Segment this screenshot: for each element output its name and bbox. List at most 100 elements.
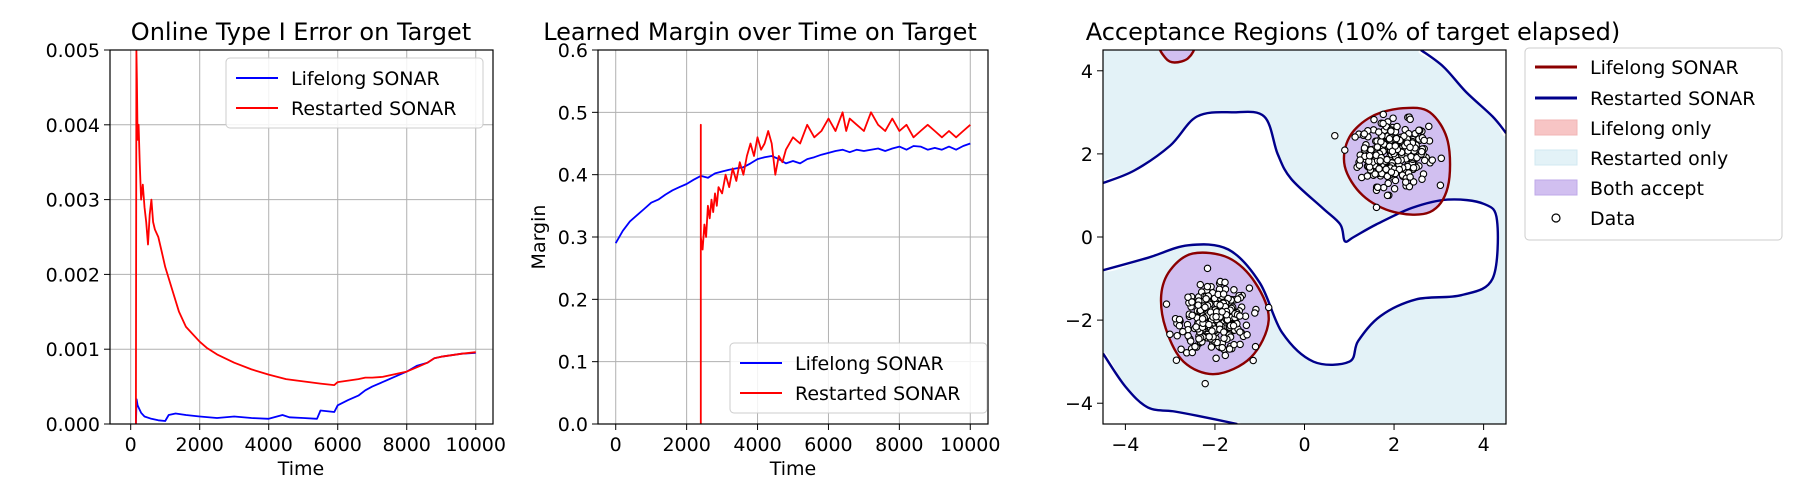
data-point (1230, 286, 1238, 294)
data-point (1236, 312, 1244, 320)
data-point (1225, 345, 1234, 353)
data-point (1179, 327, 1187, 336)
chart-regions: Acceptance Regions (10% of target elapse… (1065, 18, 1783, 456)
data-point (1212, 312, 1220, 321)
chart-regions-legend-label-restarted: Restarted SONAR (1590, 88, 1756, 110)
chart-regions-legend-label-restarted-only: Restarted only (1590, 148, 1728, 170)
data-point (1417, 147, 1426, 156)
data-point (1331, 131, 1339, 140)
x-tick-label: 0 (125, 434, 137, 456)
chart-error-xlabel: Time (277, 458, 325, 480)
data-point (1188, 298, 1196, 306)
data-point (1379, 110, 1388, 119)
data-point (1407, 152, 1415, 161)
data-point (1233, 295, 1242, 303)
data-point (1203, 282, 1212, 291)
x-tick-label: 10000 (446, 434, 506, 456)
x-tick-label: 6000 (314, 434, 362, 456)
data-point (1188, 311, 1196, 320)
y-tick-label: 0.4 (558, 165, 588, 187)
data-point (1420, 156, 1429, 165)
data-point (1415, 126, 1423, 135)
chart-regions-legend-swatch-restarted-only (1534, 149, 1578, 166)
data-point (1245, 284, 1254, 292)
region-rejected-top-right (1418, 50, 1506, 137)
data-point (1212, 354, 1220, 363)
data-point (1376, 157, 1384, 165)
chart-margin-ylabel: Margin (528, 205, 550, 270)
data-point (1375, 165, 1383, 173)
data-point (1218, 308, 1226, 316)
data-point (1216, 301, 1224, 309)
data-point (1220, 334, 1228, 342)
x-tick-label: 8000 (383, 434, 431, 456)
data-point (1203, 264, 1212, 273)
data-point (1360, 144, 1369, 152)
data-point (1379, 119, 1387, 128)
data-point (1218, 343, 1226, 352)
data-point (1393, 122, 1401, 131)
data-point (1184, 293, 1192, 301)
data-point (1409, 164, 1418, 172)
data-point (1384, 179, 1392, 188)
data-point (1236, 328, 1244, 336)
data-point (1249, 356, 1257, 365)
chart-margin: Learned Margin over Time on Target 0 2000… (528, 18, 1000, 480)
data-point (1205, 333, 1213, 341)
contour-restarted (1103, 110, 1500, 366)
data-point (1175, 321, 1184, 330)
chart-regions-legend: Lifelong SONAR Restarted SONAR Lifelong … (1524, 47, 1783, 241)
data-point (1166, 330, 1174, 339)
chart-margin-legend-label-lifelong: Lifelong SONAR (795, 353, 944, 375)
chart-error-title: Online Type I Error on Target (131, 18, 471, 46)
x-tick-label: 4000 (245, 434, 293, 456)
data-point (1406, 173, 1414, 181)
data-point (1360, 130, 1369, 138)
y-tick-label: 0.003 (46, 190, 100, 212)
x-tick-label: 2000 (662, 434, 710, 456)
data-point (1229, 321, 1238, 330)
data-point (1162, 300, 1171, 308)
data-point (1243, 330, 1251, 339)
x-tick-label: 10000 (940, 434, 1000, 456)
chart-regions-legend-swatch-data (1551, 213, 1561, 223)
data-point (1406, 143, 1414, 152)
data-point (1379, 183, 1388, 192)
chart-margin-legend: Lifelong SONAR Restarted SONAR (729, 342, 988, 414)
x-tick-label: 2000 (176, 434, 224, 456)
chart-error-ticks: 0 2000 4000 6000 8000 10000 0.000 0.001 0.002 0.0… (46, 40, 506, 456)
data-point (1428, 156, 1437, 164)
data-point (1392, 134, 1401, 143)
data-point (1363, 172, 1372, 180)
y-tick-label: 0.1 (558, 352, 588, 374)
chart-regions-title: Acceptance Regions (10% of target elapse… (1086, 18, 1621, 46)
y-tick-label: 0.001 (46, 339, 100, 361)
data-point (1390, 184, 1399, 193)
data-point (1205, 320, 1213, 329)
data-point (1177, 345, 1185, 354)
data-point (1172, 356, 1181, 364)
data-point (1418, 175, 1426, 183)
y-tick-label: 0.000 (46, 414, 100, 436)
y-tick-label: 2 (1081, 144, 1093, 166)
data-point (1195, 335, 1203, 343)
contour-restarted (1420, 50, 1506, 134)
data-point (1420, 136, 1428, 145)
chart-error-legend-label-lifelong: Lifelong SONAR (291, 68, 440, 90)
chart-error-series (134, 50, 476, 424)
region-rejected-bottom-left (1103, 352, 1241, 424)
data-point (1201, 379, 1209, 388)
data-point (1251, 309, 1259, 317)
data-point (1219, 290, 1228, 298)
data-point (1341, 146, 1349, 154)
x-tick-label: 2 (1388, 434, 1400, 456)
y-tick-label: 0.5 (558, 102, 588, 124)
chart-error-frame (109, 49, 494, 425)
y-tick-label: 0 (1081, 227, 1093, 249)
x-tick-label: 4000 (733, 434, 781, 456)
data-point (1372, 203, 1381, 212)
y-tick-label: 0.0 (558, 414, 588, 436)
data-point (1374, 128, 1383, 136)
data-point (1207, 343, 1216, 351)
data-point (1383, 191, 1392, 200)
